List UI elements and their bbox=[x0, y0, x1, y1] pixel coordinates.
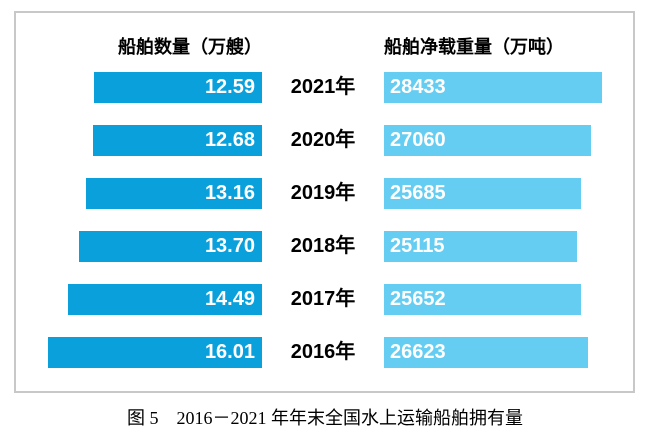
chart-row: 13.70 2018年 25115 bbox=[16, 231, 633, 262]
right-bar: 27060 bbox=[384, 125, 591, 156]
left-bar-value: 16.01 bbox=[204, 341, 255, 363]
chart-row: 12.59 2021年 28433 bbox=[16, 72, 633, 103]
left-bar-value: 12.68 bbox=[204, 129, 255, 151]
left-bar-value: 14.49 bbox=[204, 288, 255, 310]
figure-caption: 图 5 2016－2021 年年末全国水上运输船舶拥有量 bbox=[127, 408, 523, 428]
year-label: 2017年 bbox=[290, 288, 356, 310]
chart-row: 14.49 2017年 25652 bbox=[16, 284, 633, 315]
left-bar-value: 13.70 bbox=[204, 235, 255, 257]
year-label: 2020年 bbox=[290, 129, 356, 151]
right-bar: 26623 bbox=[384, 337, 588, 368]
chart-plot-area: 船舶数量（万艘） 船舶净载重量（万吨） 12.59 2021年 28433 12.68… bbox=[14, 11, 635, 393]
left-bar: 13.16 bbox=[86, 178, 262, 209]
chart-row: 13.16 2019年 25685 bbox=[16, 178, 633, 209]
right-bar: 25652 bbox=[384, 284, 581, 315]
right-bar-value: 25115 bbox=[390, 235, 445, 257]
year-label: 2021年 bbox=[290, 76, 356, 98]
right-bar: 25685 bbox=[384, 178, 581, 209]
year-label: 2018年 bbox=[290, 235, 356, 257]
right-bar-value: 27060 bbox=[390, 129, 446, 151]
year-label: 2016年 bbox=[290, 341, 356, 363]
chart-row: 12.68 2020年 27060 bbox=[16, 125, 633, 156]
right-series-header: 船舶净载重量（万吨） bbox=[384, 37, 564, 57]
left-bar: 16.01 bbox=[48, 337, 262, 368]
left-bar-value: 13.16 bbox=[204, 182, 255, 204]
left-bar: 13.70 bbox=[79, 231, 262, 262]
left-bar: 12.68 bbox=[93, 125, 262, 156]
right-bar: 28433 bbox=[384, 72, 602, 103]
left-bar: 12.59 bbox=[94, 72, 262, 103]
right-bar-value: 25685 bbox=[390, 182, 446, 204]
chart-row: 16.01 2016年 26623 bbox=[16, 337, 633, 368]
right-bar-value: 28433 bbox=[390, 76, 446, 98]
right-bar-value: 25652 bbox=[390, 288, 446, 310]
right-bar: 25115 bbox=[384, 231, 577, 262]
right-bar-value: 26623 bbox=[390, 341, 446, 363]
year-label: 2019年 bbox=[290, 182, 356, 204]
left-bar: 14.49 bbox=[68, 284, 262, 315]
left-bar-value: 12.59 bbox=[204, 76, 255, 98]
left-series-header: 船舶数量（万艘） bbox=[118, 37, 262, 57]
